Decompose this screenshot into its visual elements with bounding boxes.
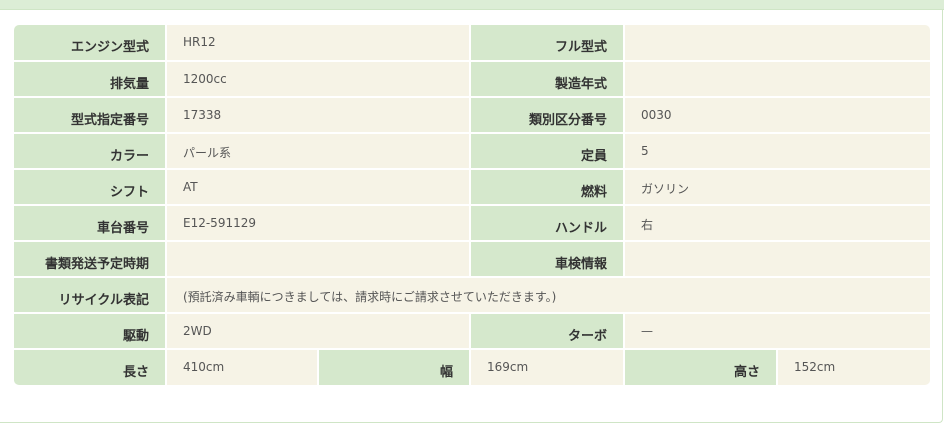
spec-value bbox=[164, 240, 472, 278]
spec-value: E12-591129 bbox=[164, 204, 472, 242]
spec-label: 排気量 bbox=[14, 60, 167, 98]
spec-label: フル型式 bbox=[469, 25, 626, 62]
spec-label: シフト bbox=[14, 168, 167, 206]
spec-value: 0030 bbox=[623, 96, 931, 134]
spec-label: 車台番号 bbox=[14, 204, 167, 242]
spec-label: リサイクル表記 bbox=[14, 276, 167, 314]
spec-row: カラー パール系 定員 5 bbox=[14, 132, 931, 170]
spec-label: 書類発送予定時期 bbox=[14, 240, 167, 278]
spec-value: HR12 bbox=[164, 25, 472, 62]
spec-value bbox=[623, 25, 931, 62]
spec-row: リサイクル表記 (預託済み車輌につきましては、請求時にご請求させていただきます。) bbox=[14, 276, 931, 314]
spec-value: — bbox=[623, 312, 931, 350]
spec-row: 長さ 410cm 幅 169cm 高さ 152cm bbox=[14, 348, 931, 385]
spec-row: 型式指定番号 17338 類別区分番号 0030 bbox=[14, 96, 931, 134]
spec-label: 定員 bbox=[469, 132, 626, 170]
spec-label: 型式指定番号 bbox=[14, 96, 167, 134]
spec-value: 169cm bbox=[469, 348, 626, 385]
spec-value: 1200cc bbox=[164, 60, 472, 98]
spec-value: 410cm bbox=[165, 348, 319, 385]
spec-row: 書類発送予定時期 車検情報 bbox=[14, 240, 931, 278]
spec-value bbox=[623, 240, 931, 278]
spec-row: 駆動 2WD ターボ — bbox=[14, 312, 931, 350]
spec-label: カラー bbox=[14, 132, 167, 170]
spec-label: 車検情報 bbox=[469, 240, 626, 278]
spec-value: 右 bbox=[623, 204, 931, 242]
spec-label: 燃料 bbox=[469, 168, 626, 206]
spec-value: 17338 bbox=[164, 96, 472, 134]
spec-row: 排気量 1200cc 製造年式 bbox=[14, 60, 931, 98]
spec-label: 高さ bbox=[623, 348, 779, 385]
spec-value: AT bbox=[164, 168, 472, 206]
spec-value: パール系 bbox=[164, 132, 472, 170]
spec-container bbox=[0, 9, 943, 423]
spec-label: 製造年式 bbox=[469, 60, 626, 98]
spec-value: 2WD bbox=[164, 312, 472, 350]
spec-value: ガソリン bbox=[623, 168, 931, 206]
spec-value bbox=[623, 60, 931, 98]
spec-label: 類別区分番号 bbox=[469, 96, 626, 134]
spec-row: シフト AT 燃料 ガソリン bbox=[14, 168, 931, 206]
spec-value: (預託済み車輌につきましては、請求時にご請求させていただきます。) bbox=[164, 276, 931, 314]
spec-row: エンジン型式 HR12 フル型式 bbox=[14, 25, 931, 62]
vehicle-spec-table: エンジン型式 HR12 フル型式 排気量 1200cc 製造年式 型式指定番号 17338 類別… bbox=[14, 25, 931, 385]
spec-label: ターボ bbox=[469, 312, 626, 350]
spec-value: 152cm bbox=[776, 348, 931, 385]
spec-label: ハンドル bbox=[469, 204, 626, 242]
spec-label: 幅 bbox=[316, 348, 472, 385]
header-band bbox=[0, 0, 944, 10]
spec-row: 車台番号 E12-591129 ハンドル右 bbox=[14, 204, 931, 242]
spec-label: エンジン型式 bbox=[14, 25, 167, 62]
spec-value: 5 bbox=[623, 132, 931, 170]
spec-label: 長さ bbox=[14, 348, 167, 385]
spec-label: 駆動 bbox=[14, 312, 167, 350]
